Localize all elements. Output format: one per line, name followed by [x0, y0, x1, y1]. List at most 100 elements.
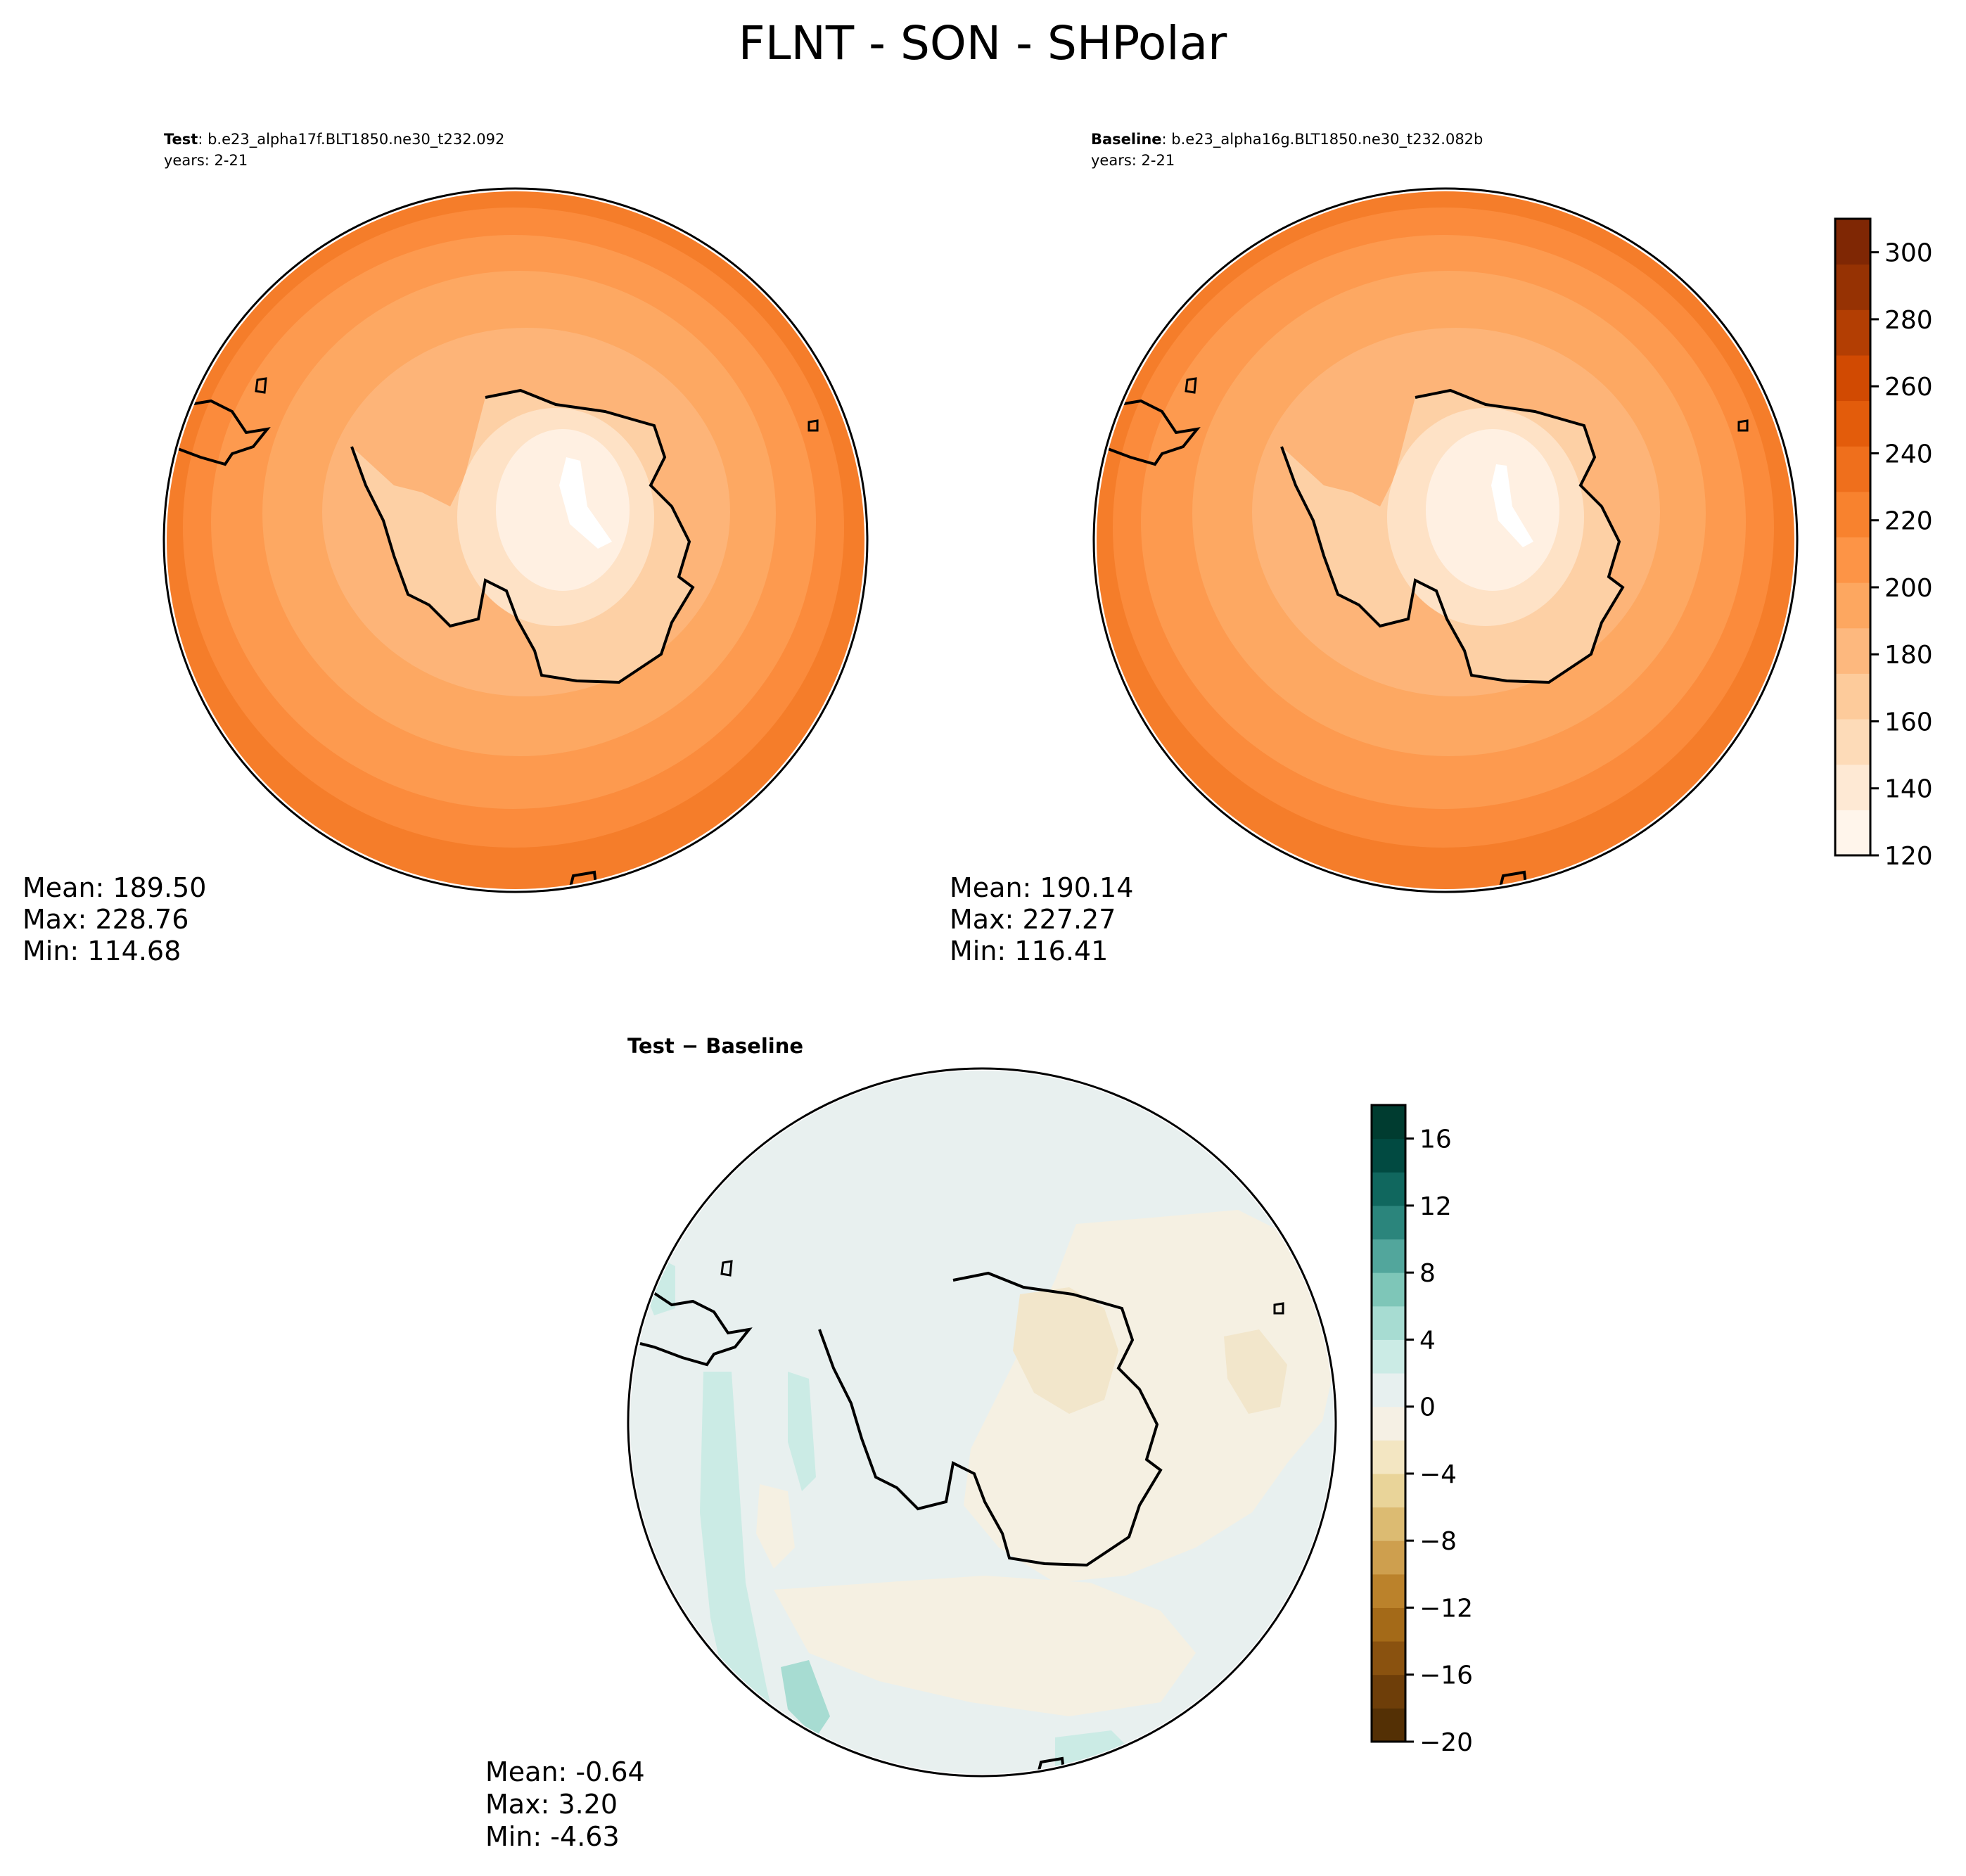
baseline-label-bold: Baseline	[1091, 131, 1162, 148]
diff-colorbar-cell	[1372, 1339, 1405, 1374]
test-label-bold: Test	[164, 131, 198, 148]
main-colorbar-tick-label: 120	[1884, 842, 1933, 871]
diff-island-1	[720, 1260, 733, 1277]
diff-colorbar-cell	[1372, 1138, 1405, 1173]
test-coastline	[350, 388, 695, 684]
main-colorbar-cell	[1835, 355, 1870, 402]
baseline-mean: Mean: 190.14	[950, 872, 1133, 903]
main-colorbar-tick-label: 240	[1884, 440, 1933, 468]
baseline-min: Min: 116.41	[950, 936, 1108, 966]
diff-colorbar-cell	[1372, 1306, 1405, 1340]
diff-island-2	[1273, 1302, 1284, 1315]
main-colorbar-cell	[1835, 446, 1870, 492]
main-colorbar-tick-label: 280	[1884, 306, 1933, 335]
baseline-coastline	[1280, 388, 1625, 684]
main-colorbar-cell	[1835, 764, 1870, 810]
main-colorbar-tick-label: 300	[1884, 239, 1933, 268]
diff-max: Max: 3.20	[485, 1789, 618, 1820]
test-years: years: 2-21	[164, 152, 248, 169]
diff-colorbar-cell	[1372, 1172, 1405, 1206]
test-island-1	[255, 377, 267, 394]
diff-south-america	[639, 1289, 753, 1367]
baseline-plateau-3	[1426, 429, 1559, 591]
main-colorbar-cell	[1835, 627, 1870, 674]
test-max: Max: 228.76	[23, 904, 189, 935]
main-colorbar-cell	[1835, 673, 1870, 720]
diff-colorbar-tick-label: 0	[1419, 1393, 1436, 1422]
test-label-rest: : b.e23_alpha17f.BLT1850.ne30_t232.092	[198, 131, 504, 148]
diff-title: Test − Baseline	[627, 1034, 803, 1058]
main-colorbar-cell	[1835, 537, 1870, 583]
diff-positive-streak-1	[700, 1372, 788, 1774]
main-colorbar-tick-label: 140	[1884, 775, 1933, 804]
main-colorbar-tick-label: 160	[1884, 708, 1933, 736]
diff-colorbar-cells	[1372, 1105, 1405, 1742]
baseline-max: Max: 227.27	[950, 904, 1116, 935]
diff-colorbar-ticks: −20 −16 −12 −8 −4 0 4 8 12 16	[1405, 1125, 1473, 1757]
test-plateau-core	[559, 457, 612, 549]
diff-colorbar-cell	[1372, 1540, 1405, 1575]
main-colorbar-frame	[1834, 217, 1872, 857]
diff-negative-core-1	[1013, 1287, 1118, 1414]
diff-colorbar-cell	[1372, 1373, 1405, 1408]
main-colorbar-cell	[1835, 719, 1870, 765]
main-colorbar-ticks: 120 140 160 180 200 220 240 260 280 300	[1870, 239, 1933, 871]
main-colorbar-tick-label: 180	[1884, 641, 1933, 670]
diff-negative-core-2	[1224, 1329, 1287, 1414]
diff-colorbar-cell	[1372, 1473, 1405, 1508]
main-colorbar-cell	[1835, 491, 1870, 537]
diff-min: Min: -4.63	[485, 1821, 620, 1852]
baseline-label-rest: : b.e23_alpha16g.BLT1850.ne30_t232.082b	[1162, 131, 1483, 148]
diff-colorbar-tick-label: 4	[1419, 1326, 1436, 1355]
diff-colorbar-cell	[1372, 1607, 1405, 1642]
test-panel: Test: b.e23_alpha17f.BLT1850.ne30_t232.0…	[23, 131, 869, 966]
baseline-map-border	[1092, 187, 1799, 893]
diff-positive-patch-5	[781, 1660, 830, 1737]
diff-map-border	[627, 1067, 1337, 1778]
diff-colorbar-tick-label: 8	[1419, 1259, 1436, 1288]
main-colorbar-cell	[1835, 582, 1870, 629]
diff-colorbar-cell	[1372, 1507, 1405, 1541]
diff-positive-streak-3	[788, 1372, 816, 1491]
diff-colorbar-frame	[1370, 1104, 1407, 1743]
main-colorbar: 120 140 160 180 200 220 240 260 280 300	[1834, 217, 1933, 871]
diff-negative-region-2	[774, 1576, 1196, 1716]
figure-title: FLNT - SON - SHPolar	[739, 16, 1227, 70]
test-island-2	[808, 419, 819, 432]
diff-colorbar-cell	[1372, 1205, 1405, 1240]
main-colorbar-cell	[1835, 400, 1870, 447]
diff-map	[630, 1071, 1334, 1774]
main-colorbar-tick-label: 220	[1884, 507, 1933, 536]
diff-colorbar-cell	[1372, 1574, 1405, 1608]
baseline-south-america	[1097, 393, 1201, 466]
diff-colorbar-tick-label: −16	[1419, 1661, 1473, 1690]
baseline-map	[1097, 191, 1794, 889]
diff-mean: Mean: -0.64	[485, 1756, 645, 1787]
main-colorbar-cell	[1835, 264, 1870, 310]
diff-colorbar-tick-label: −4	[1419, 1460, 1457, 1489]
test-map	[167, 191, 864, 889]
main-colorbar-cells	[1835, 219, 1870, 856]
diff-colorbar-cell	[1372, 1440, 1405, 1474]
diff-colorbar: −20 −16 −12 −8 −4 0 4 8 12 16	[1370, 1104, 1473, 1757]
baseline-panel: Baseline: b.e23_alpha16g.BLT1850.ne30_t2…	[950, 131, 1799, 966]
diff-colorbar-cell	[1372, 1641, 1405, 1676]
diff-panel: Test − Baseline Mean: -0.64 Max: 3.20 Mi…	[485, 1034, 1337, 1852]
test-case-label: Test: b.e23_alpha17f.BLT1850.ne30_t232.0…	[164, 131, 504, 148]
diff-negative-region-3	[756, 1484, 795, 1569]
diff-colorbar-cell	[1372, 1708, 1405, 1742]
main-colorbar-cell	[1835, 310, 1870, 356]
diff-colorbar-cell	[1372, 1105, 1405, 1140]
baseline-case-label: Baseline: b.e23_alpha16g.BLT1850.ne30_t2…	[1091, 131, 1483, 148]
main-colorbar-cell	[1835, 810, 1870, 856]
test-map-border	[162, 187, 869, 893]
test-mean: Mean: 189.50	[23, 872, 206, 903]
baseline-years: years: 2-21	[1091, 152, 1175, 169]
main-colorbar-cell	[1835, 219, 1870, 265]
diff-colorbar-tick-label: −20	[1419, 1728, 1473, 1757]
diff-colorbar-tick-label: 12	[1419, 1192, 1452, 1221]
test-min: Min: 114.68	[23, 936, 181, 966]
test-south-america	[167, 393, 271, 466]
diff-colorbar-tick-label: −12	[1419, 1594, 1473, 1623]
